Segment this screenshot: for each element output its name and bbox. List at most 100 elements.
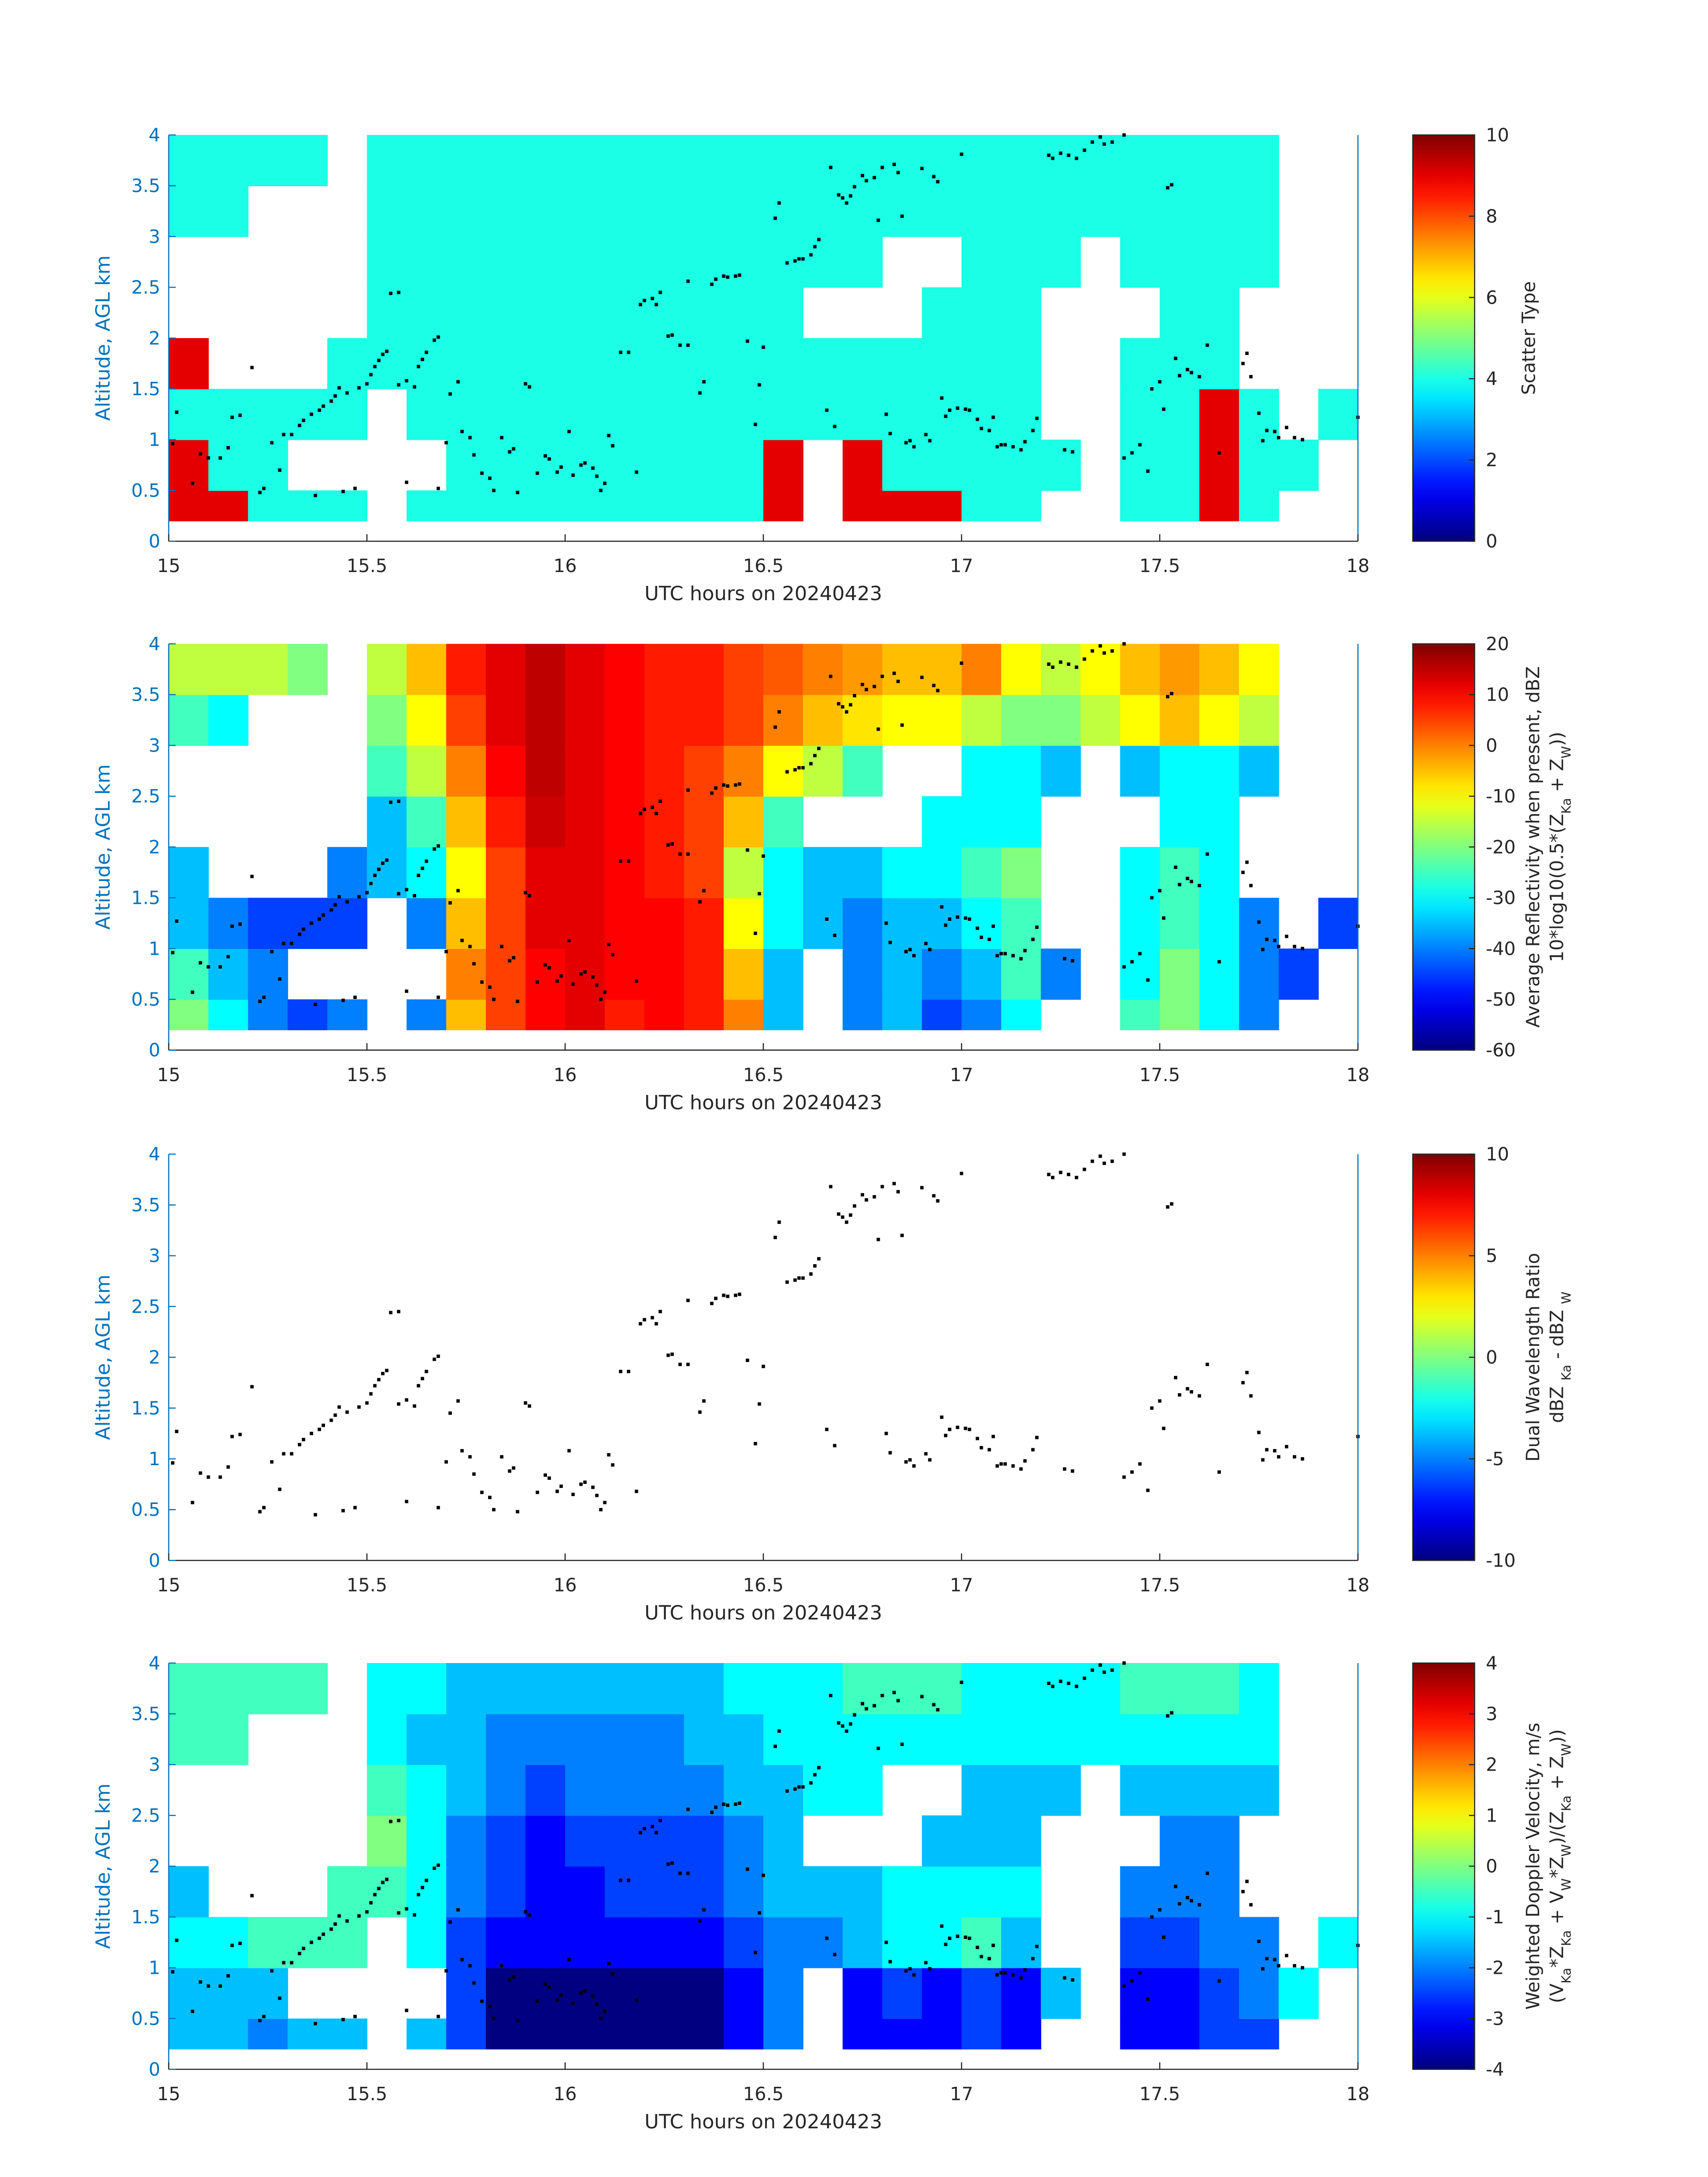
heatmap-cell	[605, 796, 645, 848]
heatmap-cell	[723, 999, 764, 1031]
overlay-point	[527, 1404, 531, 1408]
overlay-point	[651, 297, 654, 301]
overlay-point	[1273, 1958, 1277, 1962]
overlay-point	[880, 1185, 884, 1189]
overlay-point	[1067, 1681, 1070, 1685]
overlay-point	[670, 1861, 674, 1865]
heatmap-cell	[1239, 1663, 1279, 1714]
overlay-point	[278, 1488, 282, 1491]
overlay-point	[991, 924, 995, 928]
heatmap-cell	[1160, 1968, 1200, 2019]
overlay-point	[726, 784, 730, 788]
heatmap-cell	[248, 1968, 288, 2019]
colorbar-tick-label: -10	[1486, 786, 1516, 807]
overlay-point	[365, 1401, 369, 1405]
overlay-point	[559, 465, 563, 469]
overlay-point	[896, 1699, 900, 1703]
overlay-point	[373, 1384, 377, 1387]
heatmap-cell	[1040, 694, 1081, 746]
overlay-point	[722, 1802, 726, 1806]
heatmap-cell	[525, 898, 566, 949]
overlay-point	[290, 433, 293, 436]
overlay-point	[492, 489, 496, 493]
colorbar-label-part: W	[1559, 1878, 1574, 1891]
heatmap-cell	[1239, 745, 1279, 797]
colorbar-label-part: W	[1559, 746, 1574, 759]
overlay-point	[936, 1199, 940, 1203]
heatmap-cell	[843, 389, 883, 440]
overlay-point	[571, 982, 575, 986]
heatmap-cell	[1120, 236, 1161, 288]
heatmap-cell	[486, 1713, 526, 1765]
heatmap-cell	[803, 236, 843, 288]
overlay-point	[330, 399, 333, 403]
overlay-point	[278, 977, 282, 981]
overlay-point	[290, 1961, 293, 1964]
heatmap-cell	[605, 287, 645, 339]
heatmap-cell	[406, 338, 447, 389]
heatmap-cell	[763, 490, 804, 522]
x-tick-label: 17	[950, 2083, 973, 2105]
overlay-point	[1186, 1387, 1190, 1391]
overlay-point	[726, 1295, 730, 1298]
heatmap-cell	[367, 338, 407, 389]
overlay-point	[1122, 456, 1126, 460]
overlay-point	[357, 895, 361, 898]
overlay-point	[995, 1464, 999, 1468]
heatmap-cell	[486, 999, 526, 1031]
heatmap-cell	[248, 439, 288, 491]
heatmap-cell	[605, 694, 645, 746]
heatmap-cell	[168, 135, 209, 186]
overlay-point	[595, 2002, 599, 2006]
overlay-point	[377, 359, 381, 362]
heatmap-cell	[1199, 389, 1240, 440]
overlay-point	[1090, 1159, 1094, 1163]
heatmap-cell	[644, 338, 685, 389]
heatmap-cell	[961, 1866, 1002, 1918]
overlay-point	[1051, 665, 1055, 669]
overlay-point	[357, 1405, 361, 1409]
heatmap-cell	[446, 185, 486, 237]
overlay-point	[936, 180, 940, 184]
overlay-point	[603, 2010, 607, 2013]
y-tick-label: 1	[149, 1448, 160, 1470]
heatmap-cell	[1278, 439, 1319, 491]
overlay-point	[698, 391, 702, 395]
overlay-point	[591, 975, 595, 979]
overlay-point	[1300, 947, 1304, 950]
y-tick-label: 4	[149, 1652, 160, 1674]
overlay-point	[777, 1220, 781, 1224]
overlay-point	[702, 1908, 706, 1912]
heatmap-cell	[525, 949, 566, 1000]
heatmap-cell	[961, 1968, 1002, 2019]
overlay-point	[626, 351, 631, 354]
overlay-point	[1146, 1488, 1150, 1492]
overlay-point	[944, 1433, 948, 1437]
overlay-point	[444, 950, 448, 953]
overlay-point	[920, 167, 924, 171]
overlay-point	[904, 441, 908, 445]
heatmap-cell	[922, 694, 962, 746]
y-tick-label: 2.5	[131, 1296, 160, 1317]
overlay-point	[1293, 1455, 1296, 1459]
heatmap-cell	[565, 490, 606, 522]
overlay-point	[567, 1449, 571, 1453]
overlay-point	[825, 1428, 829, 1431]
overlay-point	[460, 1449, 464, 1453]
heatmap-cell	[1199, 1764, 1240, 1816]
heatmap-cell	[1199, 796, 1240, 848]
heatmap-cell	[723, 643, 764, 695]
heatmap-cell	[763, 1917, 804, 1968]
colorbar-label-part: Weighted Doppler Velocity, m/s	[1522, 1723, 1544, 2010]
overlay-point	[309, 1940, 313, 1944]
overlay-point	[960, 1171, 964, 1175]
overlay-point	[1035, 1944, 1039, 1948]
overlay-point	[369, 373, 373, 376]
x-tick-label: 17	[950, 1064, 973, 1086]
heatmap-cell	[605, 1815, 645, 1867]
overlay-point	[746, 1358, 749, 1362]
overlay-point	[421, 866, 424, 870]
colorbar-label: Scatter Type	[1518, 281, 1540, 395]
overlay-point	[579, 1482, 583, 1486]
heatmap-cell	[843, 236, 883, 288]
